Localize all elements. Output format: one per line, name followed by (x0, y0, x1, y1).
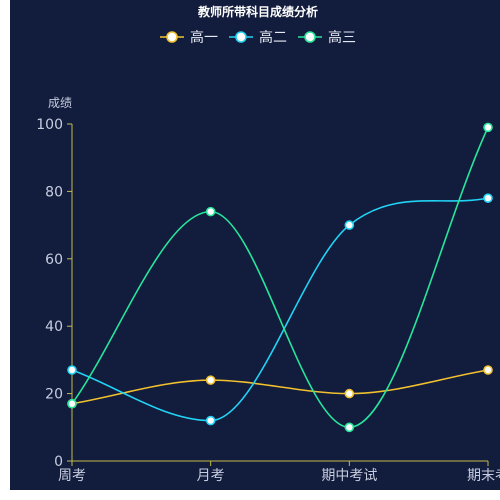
chart-title: 教师所带科目成绩分析 (197, 4, 318, 19)
data-point[interactable] (205, 375, 216, 385)
line-chart: 教师所带科目成绩分析 高一 高二 高三 成绩 0 20 40 60 80 100 周考 月考 期中… (36, 4, 500, 484)
x-tick-label: 周考 (58, 468, 86, 484)
legend: 高一 高二 高三 (160, 29, 356, 46)
y-axis-label: 成绩 (48, 96, 72, 110)
x-axis-ticks: 周考 月考 期中考试 期末考 (58, 461, 500, 484)
data-point[interactable] (344, 422, 355, 433)
legend-item[interactable]: 高二 (229, 29, 287, 46)
legend-label: 高三 (328, 29, 356, 46)
x-tick-label: 月考 (197, 468, 225, 484)
x-tick-label: 期中考试 (321, 468, 377, 484)
data-point[interactable] (344, 220, 355, 230)
y-tick-label: 0 (54, 454, 63, 470)
data-point[interactable] (205, 206, 216, 217)
chart-panel: 教师所带科目成绩分析 高一 高二 高三 成绩 0 20 40 60 80 100 周考 月考 期中… (10, 0, 500, 490)
series-group (67, 122, 493, 433)
y-tick-label: 60 (45, 252, 63, 268)
series-line-高三 (71, 127, 489, 429)
legend-label: 高二 (259, 29, 287, 46)
data-point[interactable] (483, 365, 493, 375)
y-tick-label: 20 (45, 387, 63, 403)
data-point[interactable] (344, 388, 355, 399)
data-point[interactable] (67, 398, 77, 409)
x-tick-label: 期末考 (467, 468, 500, 484)
y-tick-label: 80 (45, 184, 63, 200)
legend-marker (166, 31, 178, 43)
series-line-高二 (71, 197, 489, 422)
legend-marker (235, 31, 247, 43)
legend-item[interactable]: 高一 (160, 29, 218, 46)
data-point[interactable] (67, 365, 77, 375)
data-point[interactable] (483, 193, 493, 203)
legend-marker (304, 31, 316, 43)
legend-label: 高一 (190, 29, 218, 46)
data-point[interactable] (205, 415, 216, 426)
y-tick-label: 40 (45, 319, 63, 335)
y-axis-ticks: 0 20 40 60 80 100 (36, 117, 72, 470)
y-tick-label: 100 (36, 117, 63, 133)
legend-item[interactable]: 高三 (298, 29, 356, 46)
series-line-高一 (71, 369, 489, 405)
data-point[interactable] (483, 122, 493, 133)
